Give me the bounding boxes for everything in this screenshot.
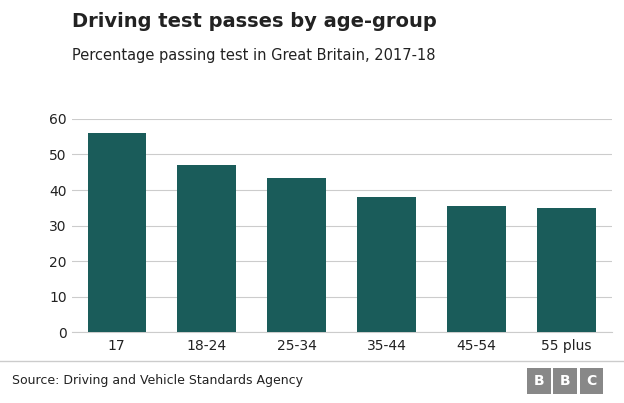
Text: B: B — [560, 374, 571, 388]
Bar — [177, 165, 236, 332]
Bar — [268, 178, 326, 332]
Text: B: B — [534, 374, 545, 388]
Text: Driving test passes by age-group: Driving test passes by age-group — [72, 12, 437, 31]
Bar — [447, 206, 506, 332]
Text: Percentage passing test in Great Britain, 2017-18: Percentage passing test in Great Britain… — [72, 48, 436, 63]
Text: C: C — [587, 374, 597, 388]
Bar — [358, 197, 416, 332]
Bar — [87, 133, 146, 332]
Bar — [537, 208, 596, 332]
Text: Source: Driving and Vehicle Standards Agency: Source: Driving and Vehicle Standards Ag… — [12, 374, 303, 387]
